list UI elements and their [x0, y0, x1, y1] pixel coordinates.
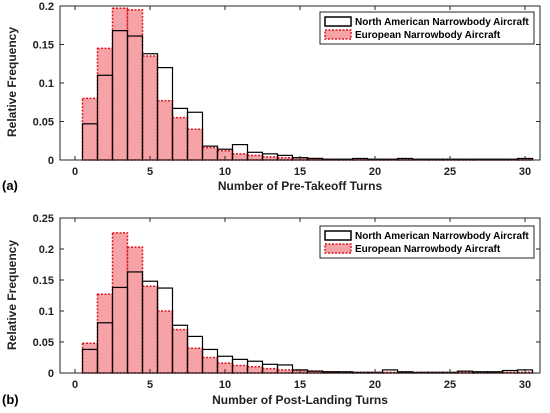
panel-a-xlabel: Number of Pre-Takeoff Turns [218, 179, 383, 193]
panel-a-bar-eu-11 [231, 153, 249, 161]
panel-a-bar-eu-8 [186, 128, 204, 161]
panel-a-legend-label-eu: European Narrowbody Aircraft [355, 30, 501, 41]
panel-a-bar-eu-3 [111, 7, 129, 161]
panel-b-legend-swatch-eu [324, 243, 352, 254]
panel-a-xtick-label-20: 20 [369, 166, 381, 178]
panel-b-legend: North American Narrowbody Aircraft Europ… [319, 225, 535, 259]
panel-a-ytick-label-2: 0.1 [39, 78, 54, 90]
panel-b-legend-swatch-na [324, 230, 352, 241]
panel-a-xtick-label-0: 0 [72, 166, 78, 178]
panel-a-legend-box [319, 11, 535, 45]
panel-b-bar-eu-1 [81, 342, 99, 374]
panel-b-bar-eu-9 [201, 356, 219, 374]
panel-b-bar-eu-2 [96, 293, 114, 374]
panel-b-bar-eu-5 [141, 285, 159, 374]
panel-b: 0 5 10 15 20 25 30 0 0.05 0.1 0.15 0.2 0.25 Number o… [0, 204, 550, 408]
panel-b-ytick-label-5: 0.25 [33, 213, 54, 225]
panel-a-legend: North American Narrowbody Aircraft Europ… [319, 11, 535, 45]
panel-a-legend-swatch-eu [324, 29, 352, 40]
panel-a-ytick-label-3: 0.15 [33, 40, 54, 52]
panel-a-legend-swatch-na [324, 16, 352, 27]
panel-b-xtick-label-10: 10 [219, 379, 231, 391]
panel-b-ytick-label-0: 0 [48, 368, 54, 380]
panel-b-xtick-label-5: 5 [147, 379, 153, 391]
panel-b-xtick-label-30: 30 [519, 379, 531, 391]
panel-a-bar-eu-12 [246, 154, 264, 161]
panel-b-xtick-label-20: 20 [369, 379, 381, 391]
panel-a-legend-label-na: North American Narrowbody Aircraft [355, 17, 529, 28]
panel-a-bar-eu-2 [96, 47, 114, 161]
panel-b-bar-eu-4 [126, 246, 144, 374]
panel-a-tag: (a) [2, 178, 18, 193]
panel-a-bar-eu-9 [201, 146, 219, 161]
panel-b-bar-eu-12 [246, 366, 264, 374]
panel-a-bar-eu-7 [171, 116, 189, 161]
panel-b-tag: (b) [2, 392, 19, 407]
panel-a-xtick-label-30: 30 [519, 166, 531, 178]
panel-b-ylabel: Relative Frequency [5, 240, 19, 350]
panel-b-legend-label-na: North American Narrowbody Aircraft [355, 231, 529, 242]
panel-b-ytick-label-1: 0.05 [33, 337, 54, 349]
panel-b-bar-eu-13 [261, 367, 279, 374]
panel-a-xtick-label-15: 15 [294, 166, 306, 178]
panel-b-xtick-label-25: 25 [444, 379, 456, 391]
panel-b-bar-eu-6 [156, 310, 174, 374]
panel-b-ticks: 0 5 10 15 20 25 30 0 0.05 0.1 0.15 0.2 0.25 [33, 213, 540, 391]
panel-b-bar-eu-3 [111, 232, 129, 374]
panel-a-xtick-label-25: 25 [444, 166, 456, 178]
panel-a-ytick-label-0: 0 [48, 155, 54, 167]
panel-b-bar-eu-7 [171, 328, 189, 374]
panel-b-bar-eu-8 [186, 347, 204, 374]
panel-a-xtick-label-5: 5 [147, 166, 153, 178]
panel-a-bar-eu-5 [141, 55, 159, 161]
panel-b-ytick-label-2: 0.1 [39, 306, 54, 318]
panel-b-xtick-label-15: 15 [294, 379, 306, 391]
panel-b-xtick-label-0: 0 [72, 379, 78, 391]
panel-a-bars [81, 7, 534, 161]
panel-a-ticks: 0 5 10 15 20 25 30 0 0.05 0.1 0.15 0.2 [33, 1, 540, 178]
panel-a-ylabel: Relative Frequency [5, 27, 19, 137]
panel-a: 0 5 10 15 20 25 30 0 0.05 0.1 0.15 0.2 Number of Pr… [0, 0, 550, 204]
panel-b-legend-label-eu: European Narrowbody Aircraft [355, 244, 501, 255]
panel-a-xtick-label-10: 10 [219, 166, 231, 178]
panel-b-legend-box [319, 225, 535, 259]
panel-a-bar-eu-1 [81, 97, 99, 161]
panel-b-xlabel: Number of Post-Landing Turns [212, 393, 388, 407]
panel-a-ytick-label-1: 0.05 [33, 117, 54, 129]
panel-b-bar-eu-11 [231, 364, 249, 374]
panel-a-bar-eu-4 [126, 9, 144, 161]
panel-a-bar-eu-6 [156, 99, 174, 161]
panel-a-ytick-label-4: 0.2 [39, 1, 54, 13]
panel-b-ytick-label-3: 0.15 [33, 275, 54, 287]
panel-b-ytick-label-4: 0.2 [39, 244, 54, 256]
